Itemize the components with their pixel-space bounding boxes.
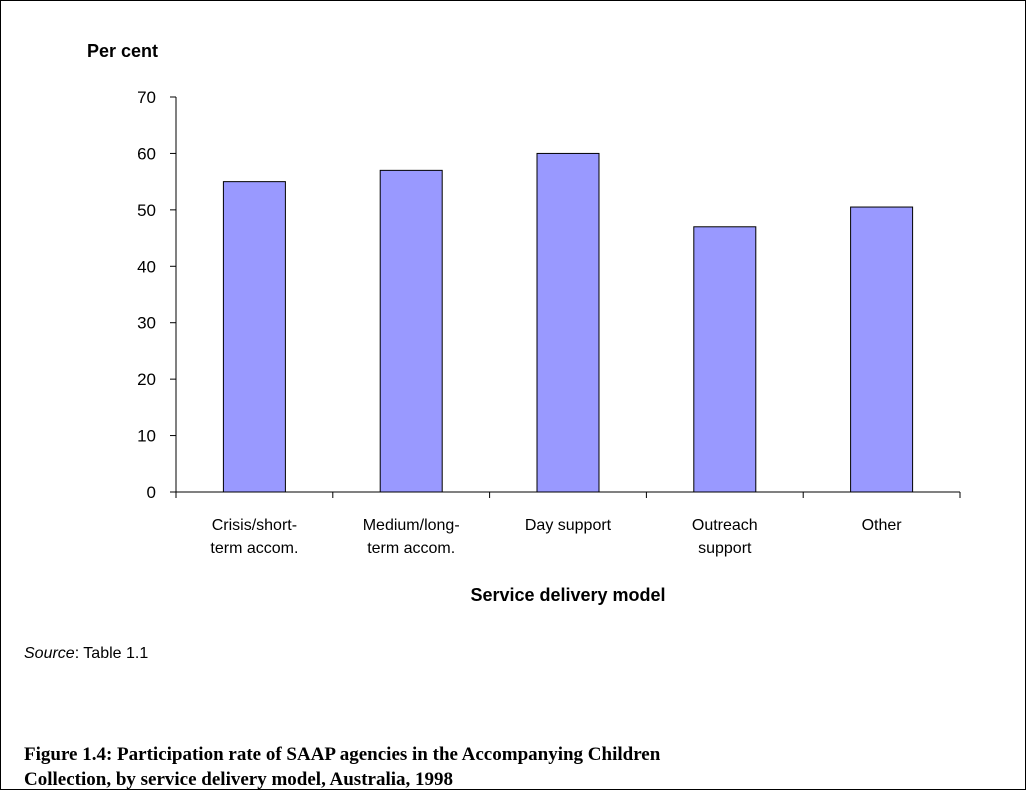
bar: [850, 206, 914, 493]
bar-chart: Per cent 0 10 20 30 40 50 60 70 Crisis/short-term…: [87, 41, 961, 605]
source-note: Source: Table 1.1: [24, 645, 148, 663]
y-tick-label: 50: [137, 201, 156, 220]
bar: [693, 226, 757, 493]
y-tick-label: 10: [137, 427, 156, 446]
y-tick-label: 60: [137, 144, 156, 163]
bar: [536, 152, 600, 493]
y-tick-label: 70: [137, 88, 156, 107]
bar: [222, 181, 286, 493]
source-label: Source: [24, 645, 75, 662]
source-text: : Table 1.1: [74, 645, 149, 662]
y-tick-label: 0: [147, 483, 156, 502]
y-tick-label: 20: [137, 370, 156, 389]
y-axis-title: Per cent: [87, 41, 158, 61]
x-category-label: Other: [862, 517, 903, 534]
y-tick-label: 40: [137, 257, 156, 276]
bar: [379, 169, 443, 493]
figure-caption: Figure 1.4: Participation rate of SAAP a…: [24, 742, 984, 792]
caption-line-2: Collection, by service delivery model, A…: [24, 769, 454, 790]
x-category-label: Medium/long-term accom.: [363, 517, 460, 557]
y-tick-label: 30: [137, 314, 156, 333]
x-category-label: Crisis/short-term accom.: [210, 517, 298, 557]
x-category-label: Day support: [525, 517, 612, 534]
x-category-label: Outreach support: [692, 517, 758, 557]
caption-line-1: Figure 1.4: Participation rate of SAAP a…: [24, 744, 661, 765]
x-axis-title: Service delivery model: [470, 585, 665, 605]
